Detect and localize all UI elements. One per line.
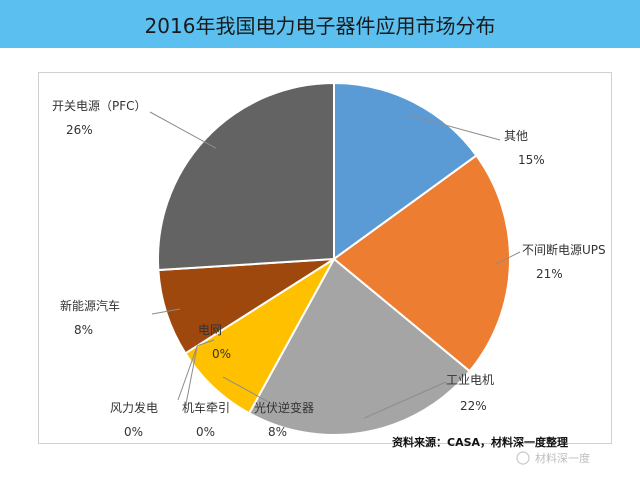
slice-6-label: 电网 <box>198 323 222 337</box>
slice-2-label: 工业电机 <box>446 373 494 387</box>
slice-4-leader <box>185 345 198 405</box>
slice-5-percent: 0% <box>124 425 143 439</box>
slice-0 <box>333 81 478 261</box>
slice-8 <box>157 81 335 272</box>
slice-3 <box>184 258 335 415</box>
slice-3-leader <box>222 376 273 405</box>
slice-7-leader <box>151 308 181 315</box>
slice-0-leader <box>407 114 501 141</box>
slice-2-percent: 22% <box>460 399 487 413</box>
slice-8-percent: 26% <box>66 123 93 137</box>
source-note: 资料来源：CASA，材料深一度整理 <box>392 435 568 449</box>
watermark: 材料深一度 <box>516 451 590 465</box>
slice-3-label: 光伏逆变器 <box>254 400 314 415</box>
slice-5-leader <box>177 345 198 401</box>
slice-8-label: 开关电源（PFC） <box>52 99 147 113</box>
slice-0-label: 其他 <box>504 129 528 143</box>
slice-7-label: 新能源汽车 <box>60 298 120 313</box>
slice-1-leader <box>495 251 521 265</box>
slice-1-label: 不间断电源UPS <box>522 242 606 257</box>
title-bar: 2016年我国电力电子器件应用市场分布 <box>0 0 640 48</box>
chart-title: 2016年我国电力电子器件应用市场分布 <box>144 13 496 38</box>
slice-0-percent: 15% <box>518 153 545 167</box>
slice-6-leader <box>197 339 215 347</box>
slice-2 <box>247 257 472 436</box>
watermark-text: 材料深一度 <box>535 451 590 465</box>
slice-7-percent: 8% <box>74 323 93 337</box>
slice-5-label: 风力发电 <box>110 400 158 415</box>
slice-6-percent: 0% <box>212 347 231 361</box>
slice-8-leader <box>149 111 217 149</box>
slice-4-label: 机车牵引 <box>182 400 230 415</box>
chart-frame <box>38 72 612 444</box>
slice-1-percent: 21% <box>536 267 563 281</box>
slice-1 <box>332 154 511 373</box>
slice-4-percent: 0% <box>196 425 215 439</box>
slice-2-leader <box>364 381 447 419</box>
slice-3-percent: 8% <box>268 425 287 439</box>
slice-7 <box>157 258 335 355</box>
